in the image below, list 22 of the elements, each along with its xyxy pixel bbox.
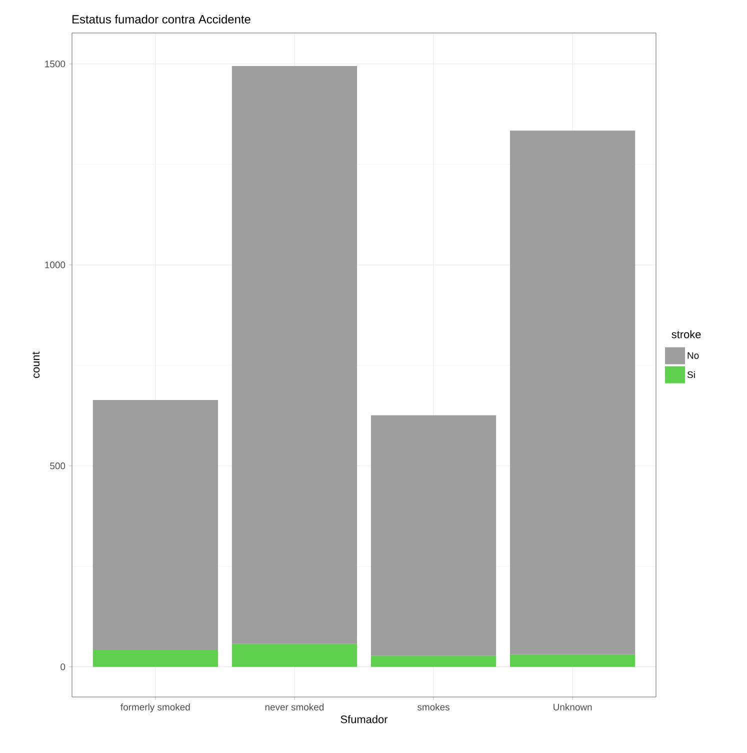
y-tick-label: 0 [60,663,66,670]
y-tick-label: 1000 [45,262,66,268]
bar [232,644,358,667]
bar [92,650,218,667]
x-axis-title: Sfumador [340,715,388,724]
chart-title: Estatus fumador contra Accidente [72,14,250,24]
legend-label: No [688,352,699,359]
y-tick-label: 500 [50,462,66,470]
bar [232,66,358,644]
x-tick-label: never smoked [265,704,324,710]
x-tick-label: smokes [417,704,450,710]
x-tick-label: formerly smoked [120,704,190,712]
y-tick-label: 1500 [45,60,66,68]
legend-label: Si [687,371,695,378]
bar [92,400,218,650]
bar [370,656,496,667]
bar [510,130,636,654]
legend-title: stroke [672,330,701,338]
bar [370,415,496,656]
y-axis-title: count [32,352,40,378]
bar [510,654,636,667]
x-tick-label: Unknown [554,704,592,710]
